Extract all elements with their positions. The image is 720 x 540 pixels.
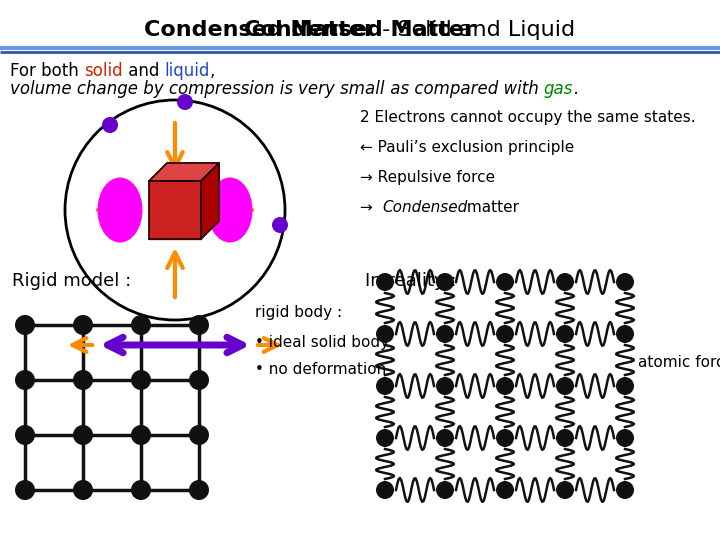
Circle shape [376, 377, 394, 395]
Text: Condensed Matter: Condensed Matter [0, 20, 231, 40]
Text: matter: matter [462, 200, 519, 215]
Polygon shape [201, 163, 219, 239]
Circle shape [616, 273, 634, 291]
Text: and: and [122, 62, 164, 80]
Circle shape [189, 370, 209, 390]
Circle shape [376, 481, 394, 499]
Circle shape [73, 425, 93, 445]
Circle shape [496, 377, 514, 395]
Circle shape [436, 325, 454, 343]
Circle shape [556, 429, 574, 447]
Text: rigid body :: rigid body : [255, 305, 342, 320]
Circle shape [189, 480, 209, 500]
Circle shape [496, 429, 514, 447]
Circle shape [272, 217, 288, 233]
Text: Condensed Matter: Condensed Matter [145, 20, 375, 40]
Circle shape [376, 325, 394, 343]
Circle shape [15, 480, 35, 500]
Circle shape [556, 481, 574, 499]
Text: liquid: liquid [164, 62, 210, 80]
Circle shape [436, 273, 454, 291]
Circle shape [73, 370, 93, 390]
Circle shape [73, 480, 93, 500]
Ellipse shape [207, 178, 253, 242]
Circle shape [376, 273, 394, 291]
Circle shape [556, 377, 574, 395]
Circle shape [102, 117, 118, 133]
Polygon shape [149, 181, 201, 239]
Circle shape [177, 94, 193, 110]
Circle shape [496, 273, 514, 291]
Text: In reality :: In reality : [365, 272, 456, 290]
Circle shape [189, 425, 209, 445]
Circle shape [15, 315, 35, 335]
Text: → Repulsive force: → Repulsive force [360, 170, 495, 185]
Circle shape [556, 273, 574, 291]
Text: solid: solid [84, 62, 122, 80]
Circle shape [131, 315, 151, 335]
Text: • ideal solid body: • ideal solid body [255, 335, 389, 350]
Text: .: . [573, 80, 578, 98]
Circle shape [436, 429, 454, 447]
Polygon shape [149, 163, 219, 181]
Circle shape [376, 429, 394, 447]
Text: as compared with: as compared with [384, 80, 544, 98]
Circle shape [436, 377, 454, 395]
Circle shape [15, 425, 35, 445]
Circle shape [616, 325, 634, 343]
Text: by compression is: by compression is [138, 80, 298, 98]
Text: →: → [360, 200, 377, 215]
Text: volume change: volume change [10, 80, 138, 98]
Text: - Solid and Liquid: - Solid and Liquid [375, 20, 575, 40]
Circle shape [73, 315, 93, 335]
Text: Condensed Matter - Solid and Liquid: Condensed Matter - Solid and Liquid [158, 20, 562, 40]
Circle shape [15, 370, 35, 390]
Text: Condensed Matter: Condensed Matter [245, 20, 475, 40]
Circle shape [616, 481, 634, 499]
Text: Condensed: Condensed [382, 200, 467, 215]
Circle shape [131, 425, 151, 445]
Circle shape [131, 370, 151, 390]
Text: - Solid and Liquid: - Solid and Liquid [0, 20, 200, 40]
Text: ,: , [210, 62, 215, 80]
Text: very small: very small [298, 80, 384, 98]
Ellipse shape [97, 178, 143, 242]
Circle shape [496, 325, 514, 343]
Text: atomic force: atomic force [638, 355, 720, 370]
Circle shape [556, 325, 574, 343]
Circle shape [436, 481, 454, 499]
Text: ← Pauli’s exclusion principle: ← Pauli’s exclusion principle [360, 140, 575, 155]
Text: Rigid model :: Rigid model : [12, 272, 131, 290]
Circle shape [496, 481, 514, 499]
Circle shape [616, 429, 634, 447]
Text: For both: For both [10, 62, 84, 80]
Circle shape [189, 315, 209, 335]
Text: • no deformation: • no deformation [255, 362, 386, 377]
Circle shape [131, 480, 151, 500]
Circle shape [616, 377, 634, 395]
Text: gas: gas [544, 80, 573, 98]
Text: 2 Electrons cannot occupy the same states.: 2 Electrons cannot occupy the same state… [360, 110, 696, 125]
